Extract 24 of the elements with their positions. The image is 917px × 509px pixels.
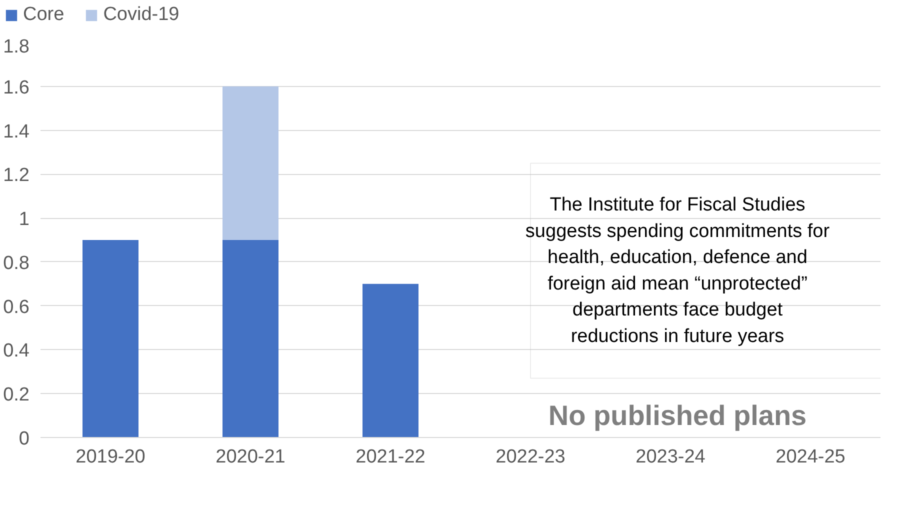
y-tick-label: 1 (18, 209, 30, 230)
x-tick-label: 2020-21 (216, 446, 286, 468)
y-tick-label: 1.6 (3, 77, 30, 98)
bar (222, 240, 278, 438)
y-tick-label: 1.4 (3, 121, 30, 142)
bar (362, 284, 418, 438)
bar (222, 86, 278, 240)
y-tick-label: 0.4 (3, 340, 30, 362)
y-tick-label: 0.8 (3, 252, 30, 274)
bar (82, 240, 138, 438)
annotation: The Institute for Fiscal Studies suggests spending commitments for health, education, defence and foreign aid mean “unprotected” departments face budget reductions in future years (525, 194, 830, 347)
y-tick-label: 0 (18, 428, 30, 450)
x-tick-label: 2023-24 (636, 446, 706, 468)
x-tick-label: 2019-20 (76, 446, 146, 468)
y-tick-label: 1.2 (3, 165, 30, 186)
x-tick-label: 2021-22 (356, 446, 426, 468)
y-tick-label: 0.6 (3, 296, 30, 318)
legend-label: Covid-19 (103, 4, 180, 26)
x-tick-label: 2022-23 (496, 446, 566, 468)
legend-label: Core (23, 4, 64, 26)
x-tick-label: 2024-25 (776, 446, 846, 468)
y-tick-label: 0.2 (3, 384, 30, 406)
annotation: No published plans (548, 400, 807, 432)
y-tick-label: 1.8 (3, 36, 30, 58)
